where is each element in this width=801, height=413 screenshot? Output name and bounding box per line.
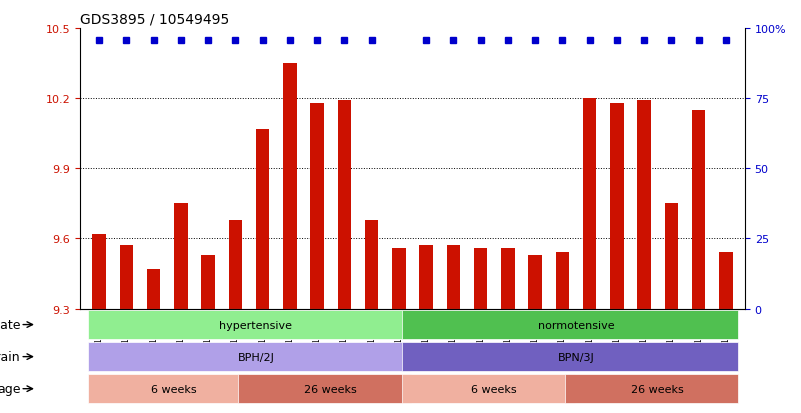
FancyBboxPatch shape <box>565 374 738 403</box>
Text: strain: strain <box>0 350 20 363</box>
Bar <box>638 101 651 309</box>
Bar <box>228 220 242 309</box>
Text: 6 weeks: 6 weeks <box>151 384 197 394</box>
Bar <box>364 220 378 309</box>
Bar <box>201 255 215 309</box>
Bar <box>174 204 187 309</box>
Bar <box>337 101 351 309</box>
FancyBboxPatch shape <box>401 311 738 339</box>
Text: 6 weeks: 6 weeks <box>472 384 517 394</box>
Bar <box>147 269 160 309</box>
Text: 26 weeks: 26 weeks <box>631 384 684 394</box>
Bar <box>474 248 488 309</box>
Bar <box>529 255 542 309</box>
FancyBboxPatch shape <box>401 342 738 371</box>
FancyBboxPatch shape <box>401 374 574 403</box>
Bar <box>119 246 133 309</box>
FancyBboxPatch shape <box>88 374 248 403</box>
FancyBboxPatch shape <box>238 374 411 403</box>
Bar <box>92 234 106 309</box>
Bar <box>283 64 296 309</box>
Bar <box>583 99 597 309</box>
Bar <box>692 111 706 309</box>
Bar <box>501 248 515 309</box>
Bar <box>719 253 733 309</box>
FancyBboxPatch shape <box>88 311 411 339</box>
Bar <box>556 253 570 309</box>
Text: hypertensive: hypertensive <box>219 320 292 330</box>
Text: 26 weeks: 26 weeks <box>304 384 357 394</box>
FancyBboxPatch shape <box>88 342 411 371</box>
Bar <box>310 104 324 309</box>
Bar <box>665 204 678 309</box>
Text: age: age <box>0 382 20 395</box>
Text: disease state: disease state <box>0 318 20 331</box>
Bar <box>447 246 461 309</box>
Text: normotensive: normotensive <box>537 320 614 330</box>
Text: GDS3895 / 10549495: GDS3895 / 10549495 <box>80 12 229 26</box>
Bar <box>256 129 269 309</box>
Bar <box>420 246 433 309</box>
Text: BPH/2J: BPH/2J <box>237 352 274 362</box>
Text: BPN/3J: BPN/3J <box>557 352 594 362</box>
Bar <box>392 248 405 309</box>
Bar <box>610 104 624 309</box>
